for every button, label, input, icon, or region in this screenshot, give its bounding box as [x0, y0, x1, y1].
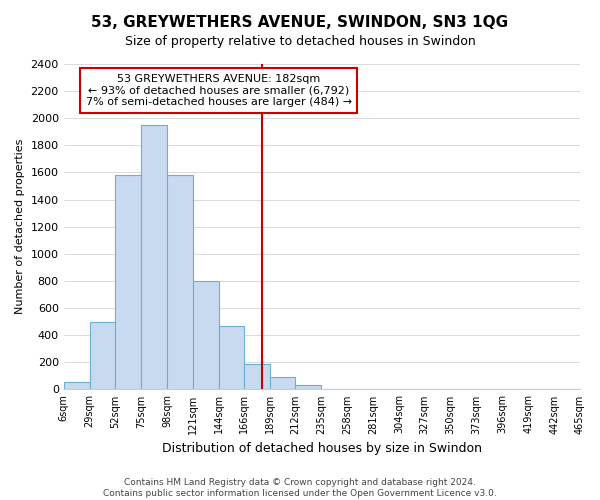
Bar — [89, 322, 115, 390]
Text: Size of property relative to detached houses in Swindon: Size of property relative to detached ho… — [125, 35, 475, 48]
Bar — [269, 376, 295, 390]
Y-axis label: Number of detached properties: Number of detached properties — [15, 139, 25, 314]
Text: 53, GREYWETHERS AVENUE, SWINDON, SN3 1QG: 53, GREYWETHERS AVENUE, SWINDON, SN3 1QG — [91, 15, 509, 30]
Bar — [219, 326, 244, 390]
Bar — [295, 384, 321, 390]
Text: 53 GREYWETHERS AVENUE: 182sqm
← 93% of detached houses are smaller (6,792)
7% of: 53 GREYWETHERS AVENUE: 182sqm ← 93% of d… — [86, 74, 352, 107]
Bar — [167, 175, 193, 390]
Text: Contains HM Land Registry data © Crown copyright and database right 2024.
Contai: Contains HM Land Registry data © Crown c… — [103, 478, 497, 498]
Bar — [193, 281, 219, 390]
Bar — [115, 175, 141, 390]
Bar — [244, 364, 269, 390]
X-axis label: Distribution of detached houses by size in Swindon: Distribution of detached houses by size … — [162, 442, 482, 455]
Bar — [64, 382, 89, 390]
Bar — [141, 125, 167, 390]
